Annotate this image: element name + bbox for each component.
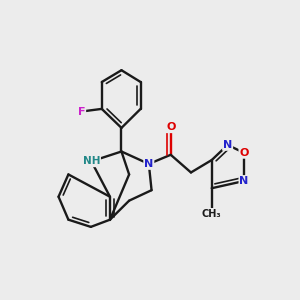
- Text: N: N: [239, 176, 249, 186]
- Text: F: F: [78, 106, 85, 116]
- Text: N: N: [223, 140, 232, 150]
- Text: O: O: [166, 122, 175, 132]
- Text: NH: NH: [82, 156, 100, 166]
- Text: CH₃: CH₃: [202, 209, 222, 219]
- Text: O: O: [239, 148, 249, 158]
- Text: N: N: [144, 159, 154, 169]
